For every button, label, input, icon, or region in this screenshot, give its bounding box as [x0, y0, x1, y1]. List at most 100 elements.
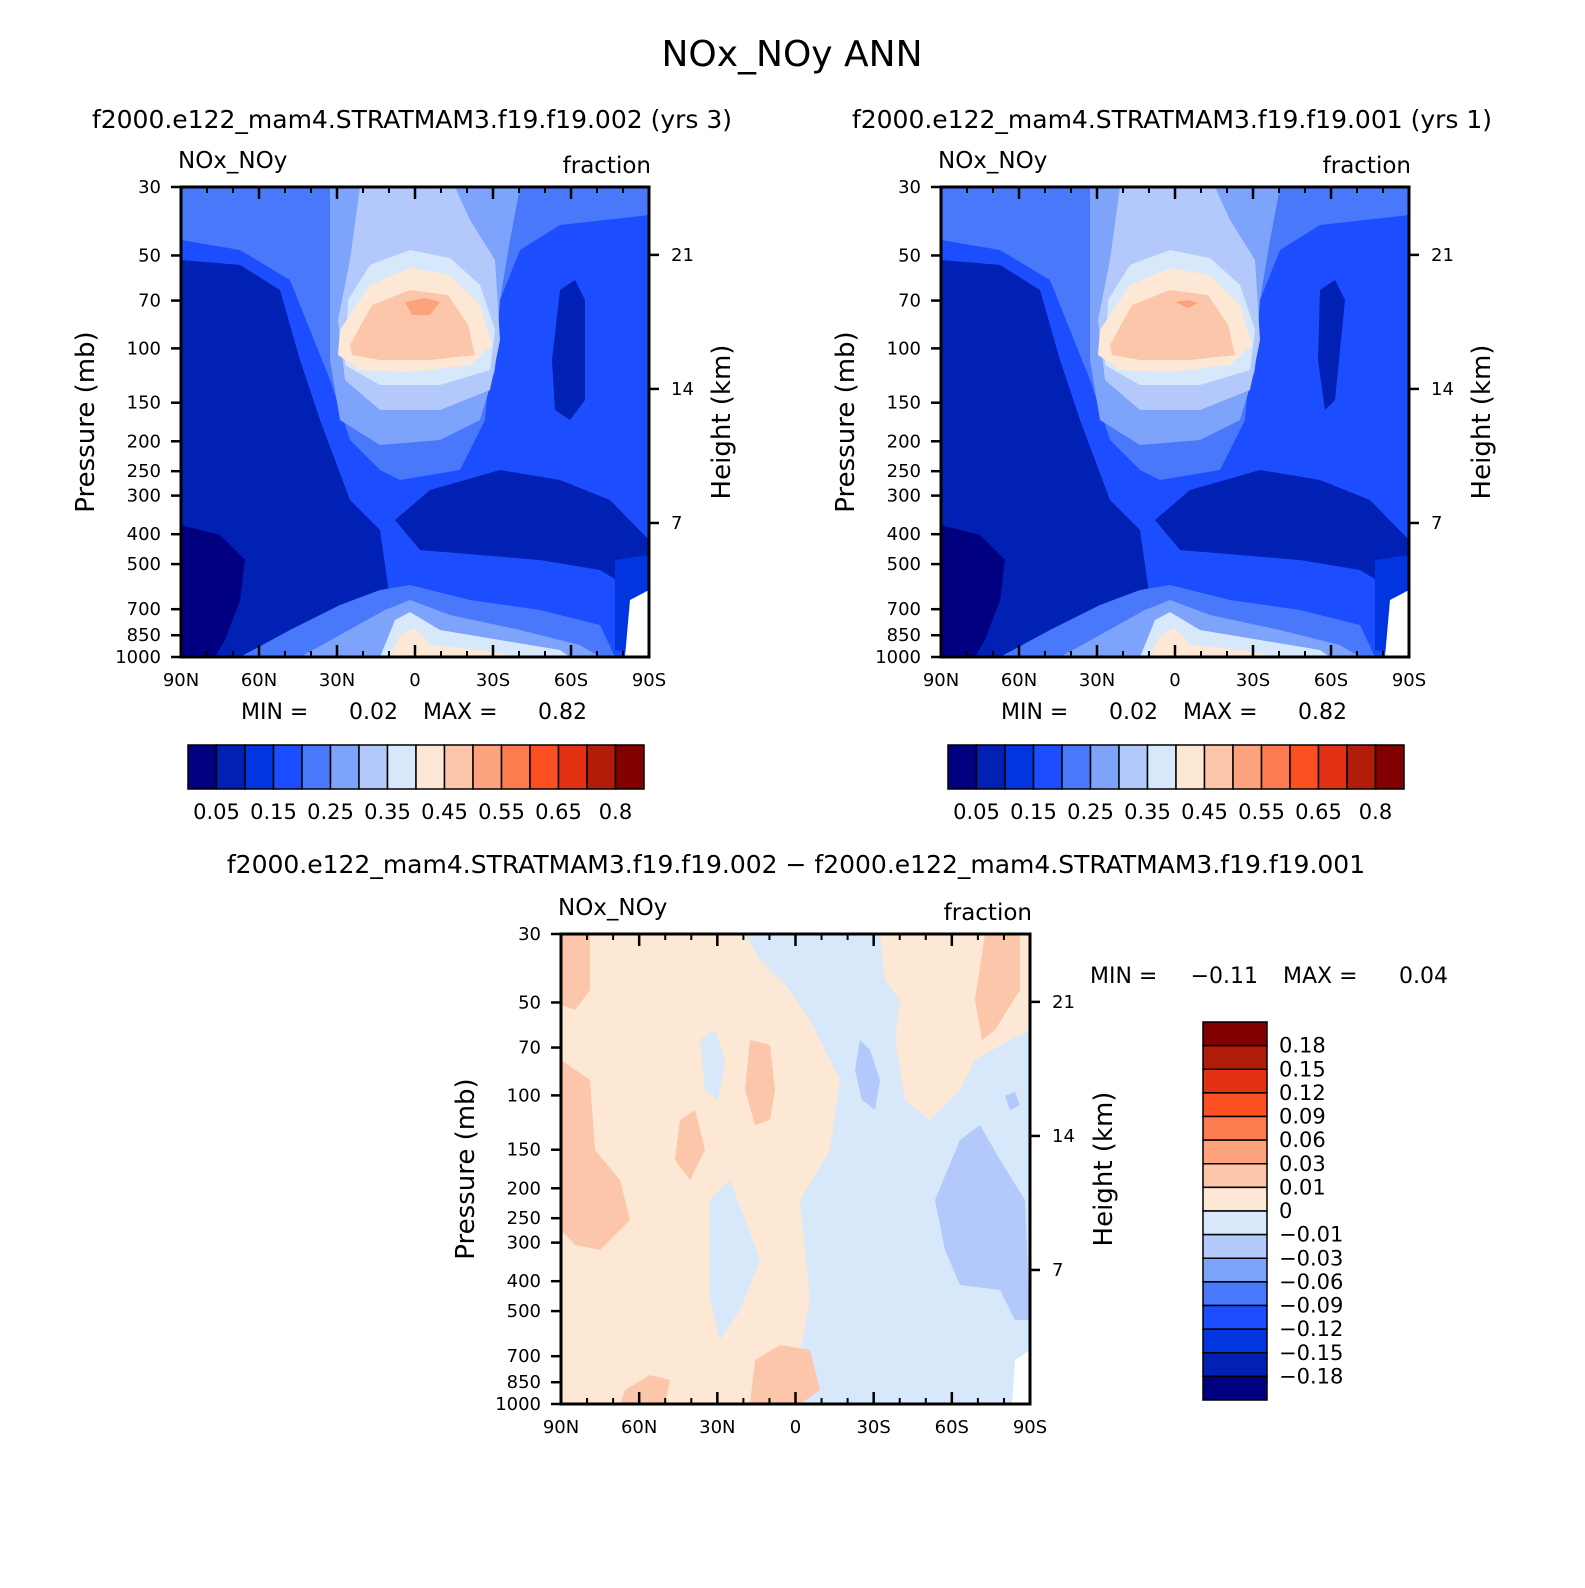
panel3-level-neg0.01b — [710, 1180, 760, 1340]
y-tick-label: 700 — [887, 599, 921, 620]
y-tick-label: 100 — [507, 1085, 541, 1106]
colorbar-box — [386, 744, 417, 790]
panel2-min-label: MIN = — [1001, 700, 1068, 725]
colorbar-box — [244, 744, 275, 790]
panel1-missing-data — [625, 590, 649, 657]
panel2-level-0.1b — [1155, 470, 1409, 600]
y-tick-label: 250 — [887, 461, 921, 482]
panel3-min-label: MIN = — [1090, 964, 1157, 989]
y-tick-label: 150 — [507, 1140, 541, 1161]
y-tick-label: 150 — [127, 393, 161, 414]
colorbar-box — [272, 744, 303, 790]
colorbar-box — [1203, 744, 1234, 790]
colorbar-box — [1374, 744, 1405, 790]
y-tick-label: 1000 — [875, 647, 921, 668]
colorbar-label: 0.01 — [1279, 1175, 1326, 1199]
colorbar-box — [1032, 744, 1063, 790]
colorbar-box — [1202, 1233, 1268, 1259]
y-tick-label: 30 — [898, 177, 921, 198]
y-tick-label: 200 — [507, 1178, 541, 1199]
x-tick-label: 0 — [409, 670, 420, 691]
colorbar-label: 0.45 — [1181, 800, 1228, 824]
colorbar-label: 0.65 — [535, 800, 582, 824]
panel3-level-neg0.03 — [855, 1040, 880, 1110]
panel2-right-label: fraction — [1323, 153, 1411, 179]
panel3-level-neg0.01 — [745, 934, 1030, 1404]
y-tick-label: 100 — [127, 338, 161, 359]
colorbar-box — [1202, 1186, 1268, 1212]
colorbar-box — [1118, 744, 1149, 790]
y-tick-label: 70 — [898, 291, 921, 312]
y-tick-label: 200 — [887, 431, 921, 452]
y-tick-label: 50 — [138, 245, 161, 266]
panel2-level-0.1c — [1318, 280, 1345, 410]
colorbar-box — [1202, 1304, 1268, 1330]
y-tick-label: 50 — [518, 992, 541, 1013]
colorbar-box — [1232, 744, 1263, 790]
x-tick-label: 90N — [923, 670, 959, 691]
colorbar-box — [1175, 744, 1206, 790]
panel3-level-0.01c — [745, 1040, 775, 1125]
colorbar-label: −0.06 — [1279, 1270, 1343, 1294]
y-tick-label: 500 — [887, 554, 921, 575]
panel2-level-0.05 — [941, 525, 1005, 657]
panel2-ylabel: Pressure (mb) — [831, 331, 861, 512]
colorbar-label: −0.09 — [1279, 1294, 1343, 1318]
colorbar-box — [1202, 1281, 1268, 1307]
panel3-level-0.01f — [750, 1345, 820, 1404]
panel2-min-value: 0.02 — [1109, 700, 1158, 725]
x-tick-label: 0 — [790, 1417, 801, 1438]
y-tick-label: 30 — [138, 177, 161, 198]
colorbar-box — [1202, 1021, 1268, 1047]
colorbar-box — [1089, 744, 1120, 790]
panel2-missing-data — [1385, 590, 1409, 657]
panel2-level-0.55 — [1175, 300, 1198, 308]
panel3-level-neg0.03c — [1005, 1092, 1020, 1110]
y-tick-label: 100 — [887, 338, 921, 359]
colorbar-label: 0.45 — [421, 800, 468, 824]
colorbar-label: 0.35 — [1124, 800, 1171, 824]
y-right-tick-label: 21 — [1052, 992, 1075, 1013]
colorbar-label: −0.15 — [1279, 1341, 1343, 1365]
panel1-level-bl4 — [390, 628, 520, 657]
panel3-level-neg0.01c — [700, 1030, 725, 1100]
panel3-contours — [561, 934, 1030, 1404]
colorbar-box — [1202, 1092, 1268, 1118]
panel3-level-0.01d — [675, 1110, 705, 1180]
y-tick-label: 50 — [898, 245, 921, 266]
panel1-ylabel-right: Height (km) — [707, 345, 737, 500]
panel3-level-0.01b — [561, 1060, 630, 1250]
colorbar-box — [975, 744, 1006, 790]
y-tick-label: 500 — [507, 1301, 541, 1322]
colorbar-box — [614, 744, 645, 790]
panel1-max-label: MAX = — [423, 700, 498, 725]
colorbar-label: 0.35 — [364, 800, 411, 824]
colorbar-box — [1317, 744, 1348, 790]
panel1-level-0.05 — [181, 525, 245, 657]
y-tick-label: 70 — [138, 291, 161, 312]
y-right-tick-label: 7 — [671, 513, 682, 534]
colorbar-label: 0.55 — [478, 800, 525, 824]
colorbar-box — [1202, 1352, 1268, 1378]
x-tick-label: 90N — [543, 1417, 579, 1438]
colorbar-label: 0.15 — [1010, 800, 1057, 824]
colorbar-box — [1202, 1044, 1268, 1070]
x-tick-label: 60S — [935, 1417, 969, 1438]
panel3-plot: 90N 60N 30N 0 30S 60S 90S305070100150200250300… — [451, 895, 1448, 1438]
y-tick-label: 850 — [127, 625, 161, 646]
panel3-min-value: −0.11 — [1191, 964, 1258, 989]
colorbar-box — [947, 744, 978, 790]
colorbar-box — [1146, 744, 1177, 790]
colorbar-box — [1202, 1328, 1268, 1354]
y-tick-label: 300 — [887, 486, 921, 507]
panel3-max-value: 0.04 — [1399, 964, 1448, 989]
colorbar-label: 0.65 — [1295, 800, 1342, 824]
x-tick-label: 30N — [699, 1417, 735, 1438]
colorbar-label: −0.12 — [1279, 1317, 1343, 1341]
panel1-right-label: fraction — [563, 153, 651, 179]
colorbar-box — [1346, 744, 1377, 790]
y-right-tick-label: 7 — [1052, 1260, 1063, 1281]
colorbar-box — [443, 744, 474, 790]
y-tick-label: 400 — [507, 1271, 541, 1292]
